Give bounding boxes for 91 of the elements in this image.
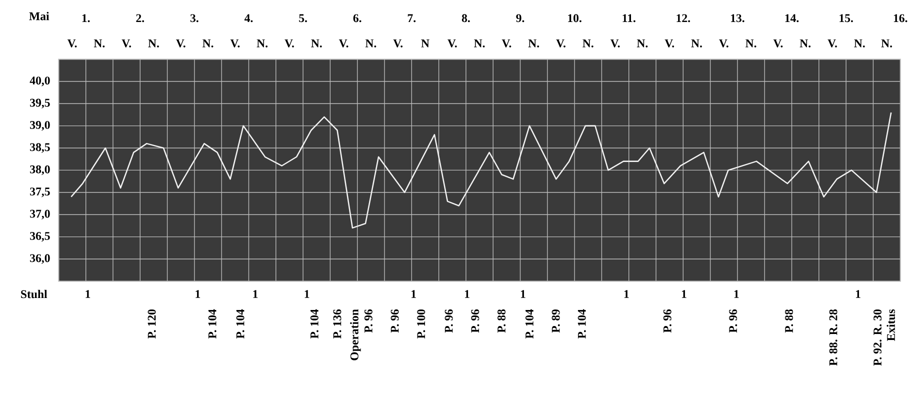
text: V. bbox=[122, 39, 132, 48]
text: N. bbox=[854, 39, 865, 48]
text: V. bbox=[448, 39, 457, 48]
text: 1 bbox=[520, 290, 526, 298]
text: Exitus bbox=[886, 309, 896, 341]
text: V. bbox=[393, 39, 403, 48]
x-tick-label: 13. bbox=[731, 14, 744, 22]
text: 1 bbox=[253, 290, 258, 298]
y-tick-label: 38,0 bbox=[30, 165, 50, 175]
text: N. bbox=[202, 39, 214, 48]
text: V. bbox=[556, 39, 566, 48]
text: N. bbox=[881, 39, 892, 48]
text: P. 88. R. 28 bbox=[829, 309, 838, 366]
text: N. bbox=[636, 39, 648, 48]
x-tick-label: 10. bbox=[568, 14, 582, 22]
x-tick-label: 1. bbox=[82, 14, 90, 22]
text: V. bbox=[230, 39, 240, 48]
text: P. 100 bbox=[417, 309, 426, 338]
text: V. bbox=[610, 39, 620, 48]
text: P. 89 bbox=[552, 309, 560, 332]
text: P. 104 bbox=[525, 309, 534, 338]
text: P. 92. R. 30 bbox=[874, 309, 882, 366]
text: V. bbox=[176, 39, 186, 48]
text: P. 104 bbox=[310, 309, 318, 338]
text: P. 96 bbox=[729, 309, 738, 332]
x-axis-title: Mai bbox=[29, 12, 50, 20]
x-tick-label: 2. bbox=[136, 14, 144, 22]
text: P. 96 bbox=[471, 309, 480, 332]
x-tick-label: 5. bbox=[299, 14, 307, 22]
text: 1 bbox=[86, 290, 90, 298]
text: P. 96 bbox=[390, 309, 399, 332]
text: N. bbox=[474, 39, 485, 48]
text: N. bbox=[746, 39, 756, 48]
text: V. bbox=[502, 39, 512, 48]
text: V. bbox=[284, 39, 294, 48]
text: P. 88 bbox=[498, 309, 506, 332]
text: V. bbox=[773, 39, 783, 48]
text: N. bbox=[311, 39, 322, 48]
text: N bbox=[421, 39, 430, 48]
text: P. 88 bbox=[785, 309, 794, 332]
text: P. 96 bbox=[364, 309, 372, 332]
y-tick-label: 36,5 bbox=[30, 232, 50, 242]
x-tick-label: 3. bbox=[190, 14, 198, 22]
text: 1 bbox=[624, 290, 629, 298]
y-tick-label: 39,5 bbox=[30, 98, 50, 108]
text: N. bbox=[800, 39, 811, 48]
y-tick-label: 38,5 bbox=[30, 142, 50, 153]
text: 1 bbox=[412, 290, 416, 298]
text: 1 bbox=[304, 290, 310, 298]
text: N. bbox=[148, 39, 159, 48]
text: N. bbox=[528, 39, 540, 48]
y-tick-label: 39,0 bbox=[30, 120, 50, 130]
text: P. 104 bbox=[236, 309, 244, 338]
text: P. 96 bbox=[663, 309, 672, 332]
x-tick-label: 15. bbox=[840, 14, 853, 22]
x-tick-label: 12. bbox=[676, 14, 690, 22]
text: N. bbox=[582, 39, 594, 48]
x-tick-label: 9. bbox=[516, 14, 524, 22]
text: P. 104 bbox=[208, 309, 216, 338]
text: 1 bbox=[682, 290, 686, 298]
x-tick-label: 8. bbox=[462, 14, 470, 22]
text: P. 136 bbox=[333, 309, 342, 338]
text: P. 104 bbox=[578, 309, 586, 338]
text: N. bbox=[94, 39, 105, 48]
x-tick-label: 11. bbox=[622, 14, 636, 22]
text: Operation bbox=[350, 308, 361, 360]
text: V. bbox=[338, 39, 348, 48]
y-tick-label: 37,0 bbox=[30, 210, 50, 220]
text: V. bbox=[67, 39, 77, 48]
text: V. bbox=[828, 39, 837, 48]
text: P. 96 bbox=[444, 309, 453, 332]
text: N. bbox=[365, 39, 376, 48]
text: P. 120 bbox=[148, 309, 156, 338]
x-tick-label: 4. bbox=[244, 14, 253, 22]
text: 1 bbox=[465, 290, 470, 298]
x-tick-label: 16. bbox=[894, 14, 908, 22]
y-tick-label: 37,5 bbox=[30, 187, 50, 197]
y-tick-label: 40,0 bbox=[30, 76, 50, 86]
text: 1 bbox=[856, 290, 860, 298]
text: 1 bbox=[196, 290, 200, 298]
x-tick-label: 6. bbox=[353, 14, 362, 22]
text: Stuhl bbox=[21, 290, 48, 298]
text: N. bbox=[256, 39, 268, 48]
line-series bbox=[70, 112, 892, 228]
y-tick-label: 36,0 bbox=[30, 254, 50, 264]
x-tick-label: 7. bbox=[408, 14, 416, 22]
text: 1 bbox=[734, 290, 739, 298]
text: V. bbox=[719, 39, 728, 48]
x-tick-label: 14. bbox=[785, 14, 799, 22]
text: N. bbox=[691, 39, 702, 48]
text: V. bbox=[664, 39, 674, 48]
